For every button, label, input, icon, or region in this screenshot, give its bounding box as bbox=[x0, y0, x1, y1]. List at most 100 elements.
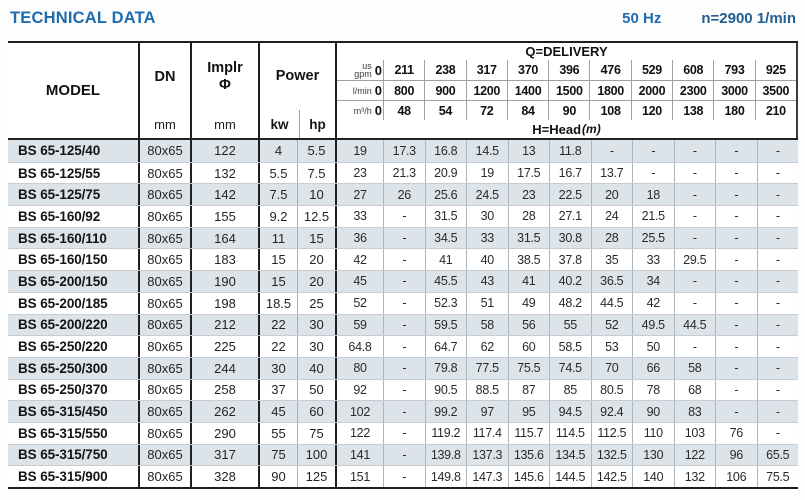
head-values: 80-79.8 77.5 75.5 74.5 70 66 58- - bbox=[335, 357, 798, 379]
head-cell: 50 bbox=[632, 336, 674, 357]
head-cell: 49.5 bbox=[632, 314, 674, 336]
kw-cell: 5.5 bbox=[258, 162, 297, 184]
head-cell: 51 bbox=[466, 292, 508, 314]
head-cell: 142.5 bbox=[590, 466, 633, 487]
kw-cell: 15 bbox=[258, 249, 297, 271]
head-cell: - bbox=[715, 379, 757, 401]
head-cell: 38.5 bbox=[507, 249, 550, 271]
head-cell: 18 bbox=[632, 184, 674, 206]
hp-cell: 15 bbox=[297, 227, 335, 249]
kw-cell: 30 bbox=[258, 357, 297, 379]
kw-cell: 11 bbox=[258, 227, 297, 249]
head-cell: 19 bbox=[353, 143, 367, 158]
head-cell: 145.6 bbox=[507, 466, 550, 487]
head-values: 36-34.5 33 31.5 30.8 28 25.5- - - bbox=[335, 227, 798, 249]
m3h-value-cell: 84 bbox=[506, 101, 548, 120]
head-cell: 132.5 bbox=[590, 444, 633, 466]
head-values: 102-99.2 97 95 94.5 92.4 90 83- - bbox=[335, 401, 798, 422]
table-row: BS 65-160/150 80x65 183 15 20 42-41 40 38.… bbox=[8, 248, 798, 271]
table-row: BS 65-125/40 80x65 122 4 5.5 19 17.3 16.8 1… bbox=[8, 140, 798, 162]
impeller-unit-label: mm bbox=[214, 117, 236, 132]
m3h-value-cell: 72 bbox=[465, 101, 507, 120]
hp-cell: 20 bbox=[297, 249, 335, 271]
head-cell: 119.2 bbox=[424, 422, 467, 444]
dn-label: DN bbox=[154, 68, 176, 85]
table-row: BS 65-315/900 80x65 328 90 125 151-149.8… bbox=[8, 465, 798, 487]
usgpm-value-cell: 396 bbox=[548, 60, 589, 80]
dn-cell: 80x65 bbox=[138, 162, 190, 184]
head-cell: - bbox=[383, 292, 425, 314]
head-cell: 27 bbox=[353, 187, 367, 202]
kw-cell: 75 bbox=[258, 444, 297, 466]
kw-cell: 15 bbox=[258, 271, 297, 292]
head-cell: - bbox=[673, 271, 716, 292]
kw-cell: 22 bbox=[258, 314, 297, 336]
head-cell: 83 bbox=[673, 401, 716, 422]
head-cell: - bbox=[715, 292, 757, 314]
head-cell: 78 bbox=[632, 379, 674, 401]
m3h-value-cell: 90 bbox=[548, 101, 589, 120]
kw-cell: 9.2 bbox=[258, 206, 297, 227]
head-cell: 62 bbox=[466, 336, 508, 357]
model-cell: BS 65-250/220 bbox=[18, 339, 108, 355]
head-cell: 76 bbox=[715, 422, 757, 444]
m3h-zero-value: 0 bbox=[374, 103, 382, 118]
usgpm-value-cell: 370 bbox=[506, 60, 548, 80]
usgpm-value-cell: 608 bbox=[672, 60, 713, 80]
head-cell: - bbox=[383, 314, 425, 336]
table-row: BS 65-250/220 80x65 225 22 30 64.8-64.7 6… bbox=[8, 335, 798, 357]
head-cell: 44.5 bbox=[673, 314, 716, 336]
usgpm-values: 211 238 317 370 396 476 529 608 793 925 bbox=[383, 60, 796, 80]
lmin-value-cell: 1200 bbox=[465, 81, 507, 100]
head-cell: 30.8 bbox=[549, 227, 591, 249]
m3h-unit-cell: m³/h 0 bbox=[337, 101, 383, 120]
head-cell: 16.7 bbox=[549, 162, 591, 184]
head-values: 151-149.8 147.3 145.6 144.5 142.5 140 132 106 75… bbox=[335, 466, 798, 487]
dn-cell: 80x65 bbox=[138, 292, 190, 314]
flow-row-lmin: l/min 0 800 900 1200 1400 1500 1800 2000 2300 30… bbox=[337, 80, 796, 100]
head-cell: - bbox=[590, 140, 633, 162]
power-column-header: Power kw hp bbox=[258, 43, 335, 138]
impeller-cell: 212 bbox=[190, 314, 258, 336]
head-cell: 151 bbox=[350, 469, 370, 484]
head-cell: 30 bbox=[466, 206, 508, 227]
head-cell: 139.8 bbox=[424, 444, 467, 466]
model-column-header: MODEL bbox=[8, 43, 138, 138]
head-cell: - bbox=[383, 249, 425, 271]
head-cell: 90.5 bbox=[424, 379, 467, 401]
head-cell: 23 bbox=[353, 166, 367, 181]
head-cell: 75.5 bbox=[507, 357, 550, 379]
lmin-values: 800 900 1200 1400 1500 1800 2000 2300 3000 3500 bbox=[383, 81, 796, 100]
head-cell: - bbox=[756, 271, 799, 292]
head-cell: 43 bbox=[466, 271, 508, 292]
dn-cell: 80x65 bbox=[138, 444, 190, 466]
kw-cell: 4 bbox=[258, 140, 297, 162]
head-cell: - bbox=[756, 379, 799, 401]
delivery-label: Q=DELIVERY bbox=[525, 44, 608, 59]
head-cell: 92.4 bbox=[590, 401, 633, 422]
m3h-values: 48 54 72 84 90 108 120 138 180 210 bbox=[383, 101, 796, 120]
head-cell: 31.5 bbox=[424, 206, 467, 227]
head-cell: 96 bbox=[715, 444, 757, 466]
head-cell: 24.5 bbox=[466, 184, 508, 206]
head-cell: - bbox=[715, 401, 757, 422]
head-values: 33-31.5 30 28 27.1 24 21.5- - - bbox=[335, 206, 798, 227]
head-cell: - bbox=[715, 184, 757, 206]
head-cell: 137.3 bbox=[466, 444, 508, 466]
table-row: BS 65-315/750 80x65 317 75 100 141-139.8… bbox=[8, 443, 798, 466]
flow-row-usgpm: us gpm 0 211 238 317 370 396 476 529 608 793 925 bbox=[337, 60, 796, 80]
m3h-value-cell: 108 bbox=[589, 101, 630, 120]
head-cell: 112.5 bbox=[590, 422, 633, 444]
table-row: BS 65-160/92 80x65 155 9.2 12.5 33-31.5 3… bbox=[8, 205, 798, 227]
head-cell: 140 bbox=[632, 466, 674, 487]
head-cell: 55 bbox=[549, 314, 591, 336]
head-cell: 87 bbox=[507, 379, 550, 401]
kw-cell: 55 bbox=[258, 422, 297, 444]
impeller-cell: 328 bbox=[190, 466, 258, 487]
head-cell: 52.3 bbox=[424, 292, 467, 314]
head-cell: 99.2 bbox=[424, 401, 467, 422]
m3h-value-cell: 180 bbox=[713, 101, 754, 120]
hp-cell: 5.5 bbox=[297, 140, 335, 162]
kw-cell: 37 bbox=[258, 379, 297, 401]
dn-cell: 80x65 bbox=[138, 422, 190, 444]
